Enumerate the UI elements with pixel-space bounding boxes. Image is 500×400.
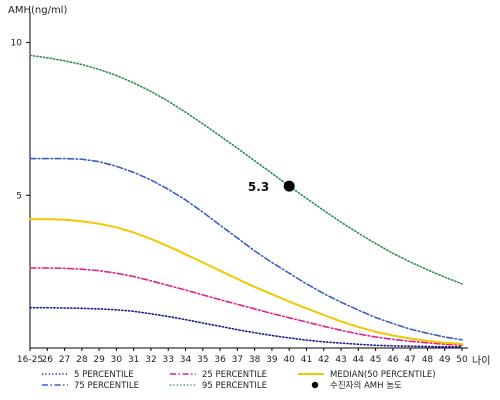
x-tick-label: 48 [422, 355, 434, 365]
y-tick-label: 5 [16, 191, 22, 201]
series-line [29, 306, 463, 348]
x-tick-label: 32 [145, 355, 156, 365]
patient-amh-point [283, 180, 295, 192]
y-ticks-group: 5 10 [11, 39, 30, 201]
x-tick-label: 31 [128, 355, 139, 365]
series-line [29, 267, 463, 347]
x-tick-label: 41 [301, 355, 312, 365]
y-tick-label: 10 [11, 39, 23, 49]
x-tick-label: 36 [214, 355, 226, 365]
legend-label: 95 PERCENTILE [202, 381, 267, 391]
x-tick-label: 35 [197, 355, 208, 365]
x-tick-label: 38 [249, 355, 261, 365]
x-tick-label: 40 [283, 355, 295, 365]
x-tick-label: 47 [404, 355, 415, 365]
x-tick-label: 45 [370, 355, 381, 365]
x-tick-label: 43 [335, 355, 346, 365]
x-tick-label: 28 [76, 355, 88, 365]
x-tick-label: 44 [353, 355, 365, 365]
legend-label: MEDIAN(50 PERCENTILE) [330, 370, 436, 380]
x-tick-label: 34 [180, 355, 192, 365]
patient-amh-value-label: 5.3 [248, 180, 269, 194]
legend-group: 5 PERCENTILE 25 PERCENTILE MEDIAN(50 PERCE… [42, 370, 436, 391]
x-tick-label: 46 [387, 355, 399, 365]
legend-marker-label: 수진자의 AMH 농도 [330, 380, 402, 391]
series-line [29, 54, 463, 285]
legend-label: 75 PERCENTILE [74, 381, 139, 391]
x-tick-label: 29 [93, 355, 105, 365]
x-tick-label: 50 [456, 355, 468, 365]
legend-label: 5 PERCENTILE [74, 370, 134, 380]
x-tick-label: 33 [163, 355, 174, 365]
x-tick-label: 30 [111, 355, 123, 365]
x-tick-label: 39 [266, 355, 278, 365]
x-axis-title: 나이 [472, 355, 490, 367]
legend-label: 25 PERCENTILE [202, 370, 267, 380]
x-tick-label: 27 [59, 355, 70, 365]
series-line [29, 218, 463, 345]
x-tick-label: 49 [439, 355, 451, 365]
x-tick-label: 16-25 [17, 355, 43, 365]
series-line [29, 157, 463, 341]
x-tick-label: 37 [232, 355, 243, 365]
axes-group: AMH(ng/ml) 나이 [8, 5, 490, 367]
marker-group: 5.3 [248, 180, 295, 194]
legend-marker [311, 381, 319, 389]
y-axis-title: AMH(ng/ml) [8, 5, 67, 16]
x-tick-label: 42 [318, 355, 329, 365]
x-tick-label: 26 [42, 355, 54, 365]
series-group [29, 54, 463, 348]
